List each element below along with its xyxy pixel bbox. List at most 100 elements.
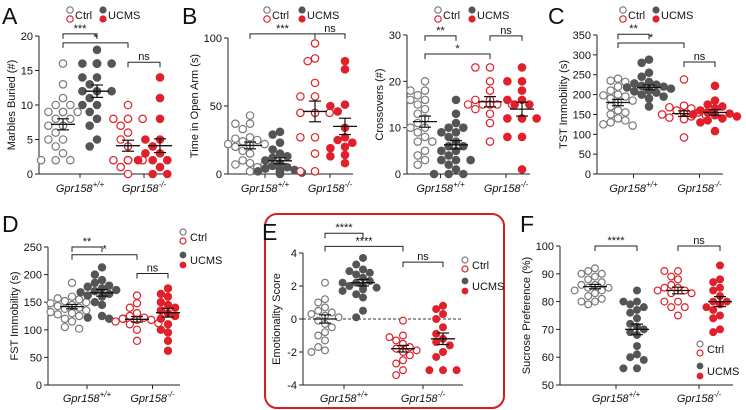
data-point [133, 155, 143, 165]
data-point [659, 82, 668, 91]
genotype-name: Gpr158 [609, 183, 647, 195]
data-point [451, 118, 461, 128]
data-point [139, 313, 149, 322]
y-tick-label: 10 [389, 123, 401, 135]
x-tick-label: Gpr158-/- [677, 390, 722, 405]
y-tick-label: 50 [542, 380, 554, 392]
data-point [709, 286, 718, 295]
data-point [659, 92, 668, 101]
data-point [365, 268, 374, 277]
x-tick-label: Gpr158+/+ [609, 180, 658, 195]
data-point [696, 118, 705, 127]
data-point [613, 106, 623, 115]
data-point [710, 104, 720, 113]
legend-ko-ctrl-marker [619, 15, 627, 23]
data-point [44, 121, 53, 130]
significance-label: ns [693, 235, 705, 247]
data-point [163, 155, 172, 165]
y-tick-label: 250 [573, 70, 591, 82]
data-point [321, 346, 330, 355]
group-ko-ucms [133, 73, 172, 179]
data-point [660, 297, 669, 306]
data-point [633, 364, 641, 373]
data-point [321, 336, 330, 345]
data-point [577, 280, 586, 289]
data-point [76, 288, 85, 297]
data-point [125, 303, 135, 312]
data-point [710, 81, 720, 91]
data-point [231, 134, 240, 143]
genotype-name: Gpr158 [122, 183, 160, 195]
data-point [459, 169, 468, 179]
data-point [53, 310, 62, 319]
data-point [314, 298, 323, 307]
genotype-superscript: -/- [714, 390, 722, 399]
data-point [163, 292, 173, 301]
data-point [66, 100, 75, 110]
y-tick-label: 100 [24, 325, 42, 337]
data-point [372, 283, 381, 292]
data-point [613, 90, 623, 99]
data-point [78, 100, 87, 110]
data-point [268, 145, 277, 154]
legend-ucms-label: UCMS [472, 281, 504, 293]
data-point [673, 311, 682, 320]
data-point [148, 155, 157, 165]
data-point [155, 114, 165, 124]
significance-bracket [683, 61, 716, 68]
data-point [92, 73, 102, 82]
data-point [326, 101, 335, 111]
data-point [599, 91, 608, 100]
significance-bracket [489, 35, 523, 41]
y-axis-label: TST Immobility (s) [558, 60, 570, 149]
data-point [92, 59, 102, 68]
genotype-name: Gpr158 [677, 183, 715, 195]
legend-wt-ucms-marker [652, 6, 660, 14]
data-point [626, 308, 635, 317]
legend-wt-ucms-marker [99, 6, 107, 14]
group-ko-ucms [156, 284, 180, 355]
genotype-superscript: -/- [521, 180, 529, 189]
data-point [296, 132, 305, 142]
data-point [85, 93, 94, 103]
significance-label: ns [138, 51, 150, 63]
y-tick-label: 2 [291, 281, 297, 293]
data-point [238, 156, 247, 165]
data-point [725, 109, 734, 118]
legend-ucms-label: UCMS [477, 10, 509, 22]
data-point [58, 135, 68, 144]
data-point [116, 121, 125, 130]
data-point [310, 54, 320, 63]
significance-bracket [617, 42, 685, 48]
data-point [97, 275, 107, 285]
data-point [333, 135, 342, 145]
significance-label: ns [417, 251, 429, 263]
data-point [716, 261, 724, 270]
data-point [696, 106, 705, 115]
data-point [420, 155, 430, 165]
data-point [116, 135, 125, 144]
data-point [437, 155, 446, 165]
data-point [170, 311, 180, 321]
data-point [667, 303, 676, 312]
data-point [399, 356, 408, 365]
data-point [148, 169, 157, 179]
y-axis-label: Crossovers (#) [374, 68, 386, 140]
data-point [245, 132, 255, 142]
data-point [420, 95, 430, 105]
data-point [78, 59, 87, 68]
data-point [82, 306, 91, 315]
data-point [420, 146, 430, 156]
genotype-name: Gpr158 [416, 183, 454, 195]
y-tick-label: 150 [573, 109, 591, 121]
data-point [123, 169, 133, 179]
legend-wt-ctrl-marker [263, 6, 271, 14]
legend-ko-ucms-marker [652, 15, 660, 23]
data-point [644, 68, 654, 78]
data-point [517, 63, 527, 72]
y-tick-label: 300 [573, 50, 591, 62]
data-point [275, 169, 285, 179]
data-point [406, 95, 415, 105]
legend-wt-ctrl-marker [179, 228, 187, 236]
x-tick-label: Gpr158+/+ [56, 180, 105, 195]
